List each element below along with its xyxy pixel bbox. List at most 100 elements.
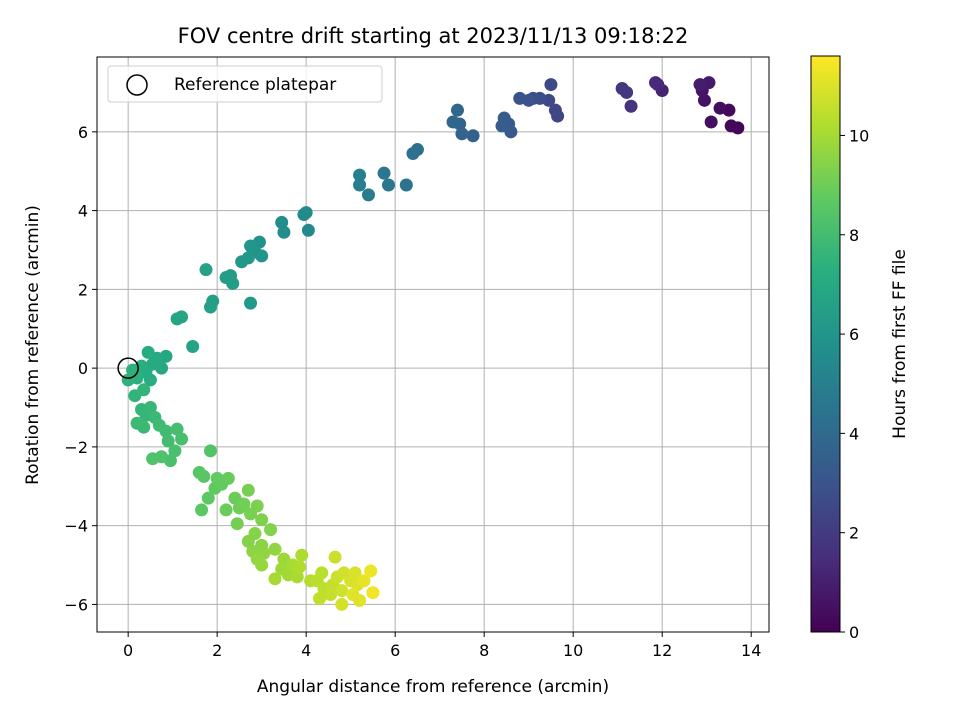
data-point bbox=[724, 119, 738, 133]
data-point bbox=[168, 444, 182, 458]
data-point bbox=[199, 263, 213, 277]
y-axis-ticks: −6 −4 −2 0 2 4 6 bbox=[64, 123, 97, 614]
data-point bbox=[495, 119, 509, 133]
data-point bbox=[713, 101, 727, 115]
data-point bbox=[268, 572, 282, 586]
data-point bbox=[328, 550, 342, 564]
data-point bbox=[399, 178, 413, 192]
data-point bbox=[248, 527, 262, 541]
data-point bbox=[161, 434, 175, 448]
data-point bbox=[137, 383, 151, 397]
data-point bbox=[301, 223, 315, 237]
data-point bbox=[361, 188, 375, 202]
y-tick-label: −6 bbox=[64, 595, 88, 614]
data-point bbox=[366, 586, 380, 600]
data-point bbox=[244, 239, 258, 253]
data-point bbox=[268, 542, 282, 556]
data-point bbox=[450, 103, 464, 117]
data-point bbox=[170, 422, 184, 436]
y-tick-label: 6 bbox=[78, 123, 88, 142]
data-point bbox=[186, 339, 200, 353]
x-tick-label: 4 bbox=[301, 641, 311, 660]
plot-frame bbox=[96, 56, 770, 633]
scatter-points bbox=[121, 76, 745, 611]
data-point bbox=[264, 523, 278, 537]
data-point bbox=[275, 215, 289, 229]
data-point bbox=[146, 452, 160, 466]
data-point bbox=[704, 115, 718, 129]
colorbar-tick-label: 6 bbox=[849, 325, 859, 344]
colorbar-tick-label: 4 bbox=[849, 424, 859, 443]
data-point bbox=[230, 517, 244, 531]
x-tick-label: 2 bbox=[212, 641, 222, 660]
data-point bbox=[624, 99, 638, 113]
legend-marker-icon bbox=[126, 74, 148, 96]
y-tick-label: 4 bbox=[78, 202, 88, 221]
data-point bbox=[292, 560, 306, 574]
legend-box bbox=[107, 65, 383, 103]
data-point bbox=[290, 570, 304, 584]
chart-title: FOV centre drift starting at 2023/11/13 … bbox=[178, 24, 689, 48]
reference-marker bbox=[117, 357, 139, 379]
colorbar-ticks: 0 2 4 6 8 10 bbox=[840, 126, 869, 642]
data-point bbox=[513, 91, 527, 105]
data-point bbox=[237, 497, 251, 511]
data-point bbox=[353, 168, 367, 182]
colorbar-label: Hours from first FF file bbox=[890, 249, 910, 439]
data-point bbox=[446, 115, 460, 129]
data-point bbox=[544, 78, 558, 92]
data-point bbox=[381, 178, 395, 192]
data-point bbox=[377, 166, 391, 180]
y-tick-label: 0 bbox=[78, 359, 88, 378]
reference-point bbox=[117, 357, 139, 379]
data-point bbox=[244, 296, 258, 310]
x-tick-label: 8 bbox=[479, 641, 489, 660]
data-point bbox=[175, 432, 189, 446]
data-point bbox=[693, 78, 707, 92]
x-axis-ticks: 0 2 4 6 8 10 12 14 bbox=[123, 632, 761, 660]
data-point bbox=[353, 178, 367, 192]
data-point bbox=[195, 503, 209, 517]
legend-label: Reference platepar bbox=[174, 75, 336, 95]
data-point bbox=[455, 127, 469, 141]
colorbar-tick-label: 8 bbox=[849, 226, 859, 245]
y-axis-label: Rotation from reference (arcmin) bbox=[23, 205, 43, 485]
x-tick-label: 14 bbox=[741, 641, 761, 660]
colorbar-tick-label: 10 bbox=[849, 126, 869, 145]
data-point bbox=[277, 225, 291, 239]
x-axis-label: Angular distance from reference (arcmin) bbox=[257, 677, 609, 697]
data-point bbox=[170, 312, 184, 326]
data-point bbox=[348, 566, 362, 580]
data-point bbox=[255, 513, 269, 527]
data-point bbox=[548, 103, 562, 117]
data-point bbox=[141, 345, 155, 359]
data-point bbox=[335, 597, 349, 611]
y-tick-label: −4 bbox=[64, 517, 88, 536]
data-point bbox=[615, 82, 629, 96]
data-point bbox=[235, 255, 249, 269]
data-point bbox=[159, 424, 173, 438]
data-point bbox=[130, 416, 144, 430]
data-point bbox=[219, 271, 233, 285]
data-point bbox=[203, 444, 217, 458]
data-point bbox=[406, 146, 420, 160]
data-point bbox=[201, 491, 215, 505]
y-tick-label: −2 bbox=[64, 438, 88, 457]
data-point bbox=[250, 499, 264, 513]
data-point bbox=[241, 483, 255, 497]
y-tick-label: 2 bbox=[78, 280, 88, 299]
data-point bbox=[324, 588, 338, 602]
data-point bbox=[335, 584, 349, 598]
data-point bbox=[697, 93, 711, 107]
data-point bbox=[353, 593, 367, 607]
colorbar: 0 2 4 6 8 10 Hours from first FF file bbox=[810, 55, 910, 642]
colorbar-gradient bbox=[810, 55, 841, 633]
data-point bbox=[219, 503, 233, 517]
data-point bbox=[295, 548, 309, 562]
data-point bbox=[357, 574, 371, 588]
colorbar-tick-label: 0 bbox=[849, 623, 859, 642]
data-point bbox=[466, 129, 480, 143]
x-tick-label: 10 bbox=[563, 641, 583, 660]
data-point bbox=[121, 373, 135, 387]
